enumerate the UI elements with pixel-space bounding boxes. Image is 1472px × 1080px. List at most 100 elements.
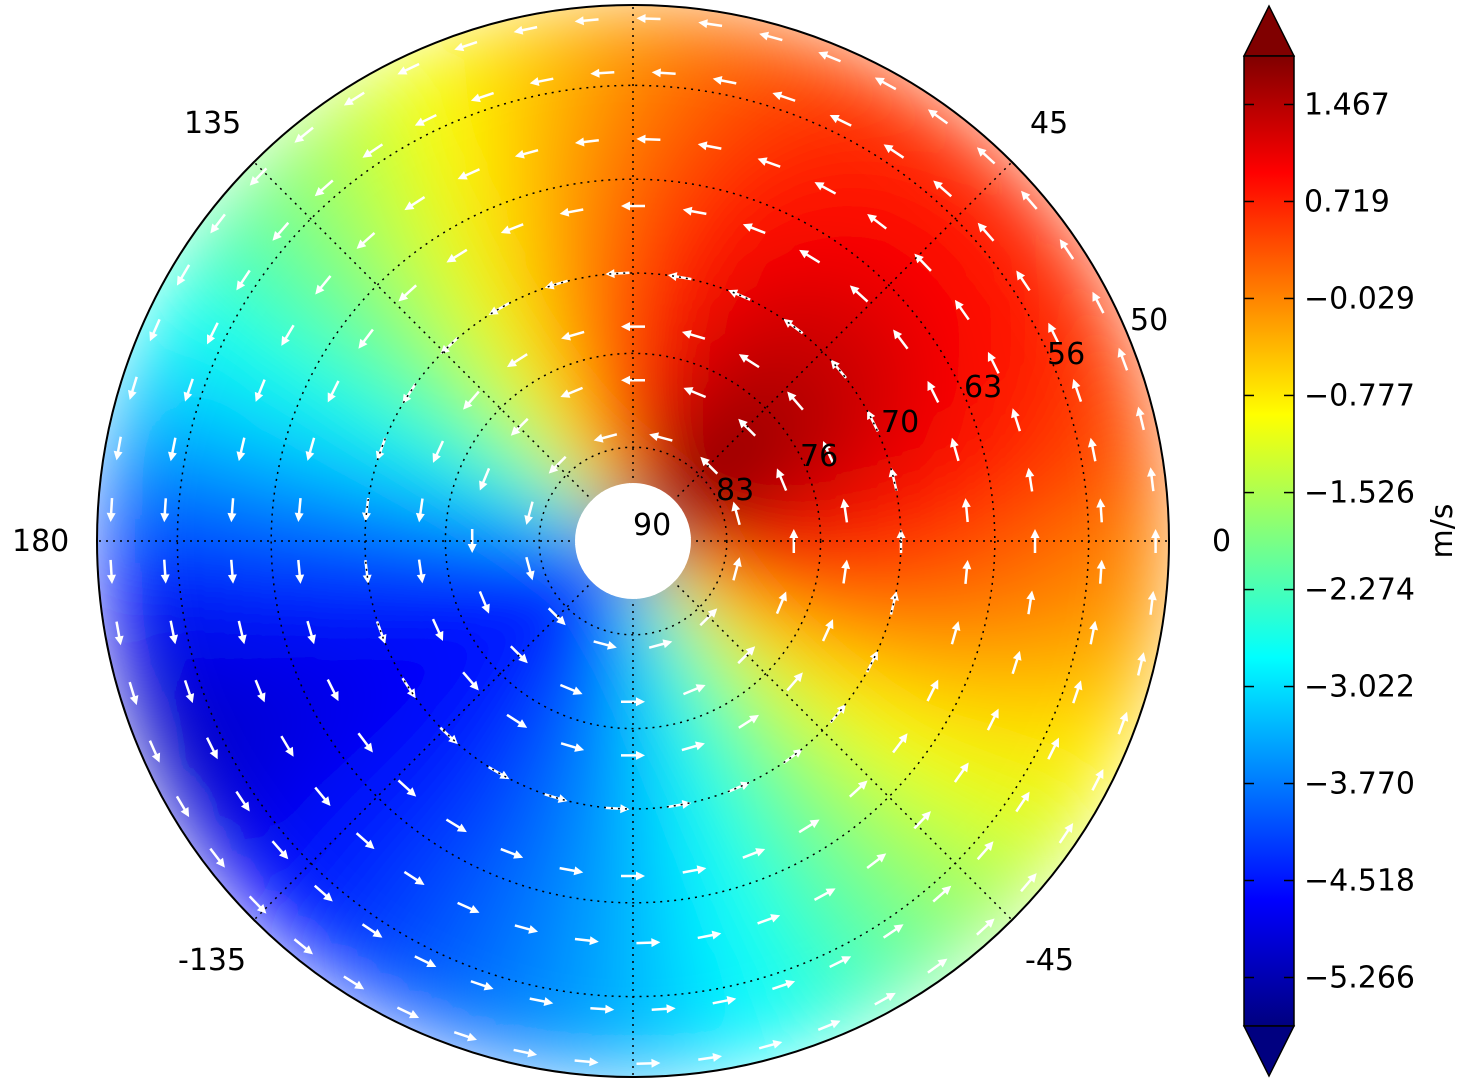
field-cell (650, 586, 690, 645)
wind-vector (414, 955, 437, 967)
field-cell (933, 591, 1006, 677)
field-cell (1046, 698, 1142, 819)
colorbar-extend-min (1242, 1025, 1296, 1078)
field-cell (1083, 616, 1165, 734)
wind-vector (866, 853, 887, 869)
wind-vector (500, 223, 524, 234)
wind-vector (681, 741, 705, 752)
wind-vector (757, 157, 781, 168)
wind-vector (544, 793, 568, 803)
lon-label-0: 0 (1212, 524, 1231, 559)
colorbar-tick-label: −0.029 (1304, 281, 1415, 316)
wind-vector (1058, 822, 1074, 844)
field-cell (736, 702, 811, 778)
wind-vector (987, 351, 1000, 374)
colorbar-extend-max (1242, 4, 1296, 57)
field-cell (700, 414, 760, 474)
field-cell (540, 56, 642, 121)
wind-vector (986, 708, 999, 731)
field-cell (650, 437, 690, 496)
field-cell (883, 582, 953, 657)
wind-vector (1025, 467, 1035, 492)
colorbar-tick-label: 0.719 (1304, 184, 1390, 219)
wind-vector (479, 467, 491, 491)
wind-vector (849, 285, 869, 303)
lat-label-90: 90 (633, 508, 671, 543)
field-cell (309, 479, 370, 547)
field-cell (666, 574, 718, 626)
wind-vector (397, 62, 420, 75)
colorbar-tick-label: −0.777 (1304, 378, 1415, 413)
colorbar-tick-labels: 1.467 0.719 −0.029 −0.777 −1.526 −2.274 −3.022… (1304, 87, 1415, 995)
wind-vector (446, 248, 468, 263)
wind-vector (210, 213, 226, 234)
wind-vector (559, 866, 584, 876)
wind-vector (883, 144, 905, 159)
wind-vector (932, 885, 952, 903)
wind-vector (1147, 467, 1157, 492)
field-cell (713, 592, 776, 648)
field-cell (255, 534, 318, 613)
wind-vector (396, 1006, 420, 1019)
wind-vector (248, 895, 267, 914)
field-cell (948, 534, 1011, 613)
wind-vector (529, 997, 554, 1006)
colorbar-tick-label: −1.526 (1304, 476, 1415, 511)
wind-vector (926, 679, 939, 702)
field-cell (540, 961, 642, 1026)
wind-vector (648, 639, 673, 649)
wind-vector (327, 380, 340, 403)
field-cell (479, 575, 542, 625)
field-cell (794, 363, 870, 438)
field-cell (428, 593, 496, 653)
field-cell (490, 592, 553, 648)
field-cell (537, 469, 593, 516)
colorbar: 1.467 0.719 −0.029 −0.777 −1.526 −2.274 −3.022… (1242, 4, 1460, 1078)
wind-vector (649, 432, 673, 442)
field-cell (1106, 438, 1169, 551)
wind-vector (1096, 498, 1106, 523)
wind-vector (822, 441, 835, 464)
field-cell (724, 575, 787, 625)
field-cell (1106, 531, 1169, 644)
field-cell (419, 566, 483, 619)
wind-vector (128, 376, 138, 400)
field-cell (631, 431, 654, 489)
wind-vector (114, 621, 124, 646)
field-cell (685, 678, 745, 746)
wind-vector (281, 324, 295, 346)
field-cell (506, 608, 566, 668)
wind-vector (590, 1004, 615, 1014)
wind-vector (525, 556, 535, 581)
wind-vector (698, 19, 723, 29)
wind-vector (1135, 406, 1146, 431)
wind-vector (593, 640, 617, 650)
field-cell (667, 387, 717, 450)
pole-hole (575, 483, 691, 599)
field-cell (548, 456, 600, 508)
wind-vector (1136, 652, 1147, 676)
field-cell (673, 469, 729, 516)
wind-vector (439, 726, 458, 745)
wind-vector (343, 91, 365, 106)
field-cell (555, 327, 608, 391)
wind-vector (544, 279, 568, 290)
field-cell (472, 557, 533, 600)
field-cell (530, 5, 643, 68)
wind-vector (403, 870, 425, 885)
wind-vector (113, 436, 123, 461)
wind-vector (621, 871, 645, 881)
wind-vector (432, 440, 445, 463)
wind-vector (1026, 590, 1036, 615)
field-cell (790, 537, 850, 583)
wind-vector (742, 848, 766, 859)
wind-vector (953, 762, 969, 783)
lat-label-50: 50 (1130, 303, 1168, 338)
wind-vector (355, 832, 375, 850)
wind-vector (621, 201, 645, 211)
wind-vector (682, 206, 707, 216)
field-cell (685, 539, 743, 562)
field-cell (1053, 532, 1118, 634)
longitude-labels: 0 45 135 180 -135 -45 (12, 106, 1231, 978)
